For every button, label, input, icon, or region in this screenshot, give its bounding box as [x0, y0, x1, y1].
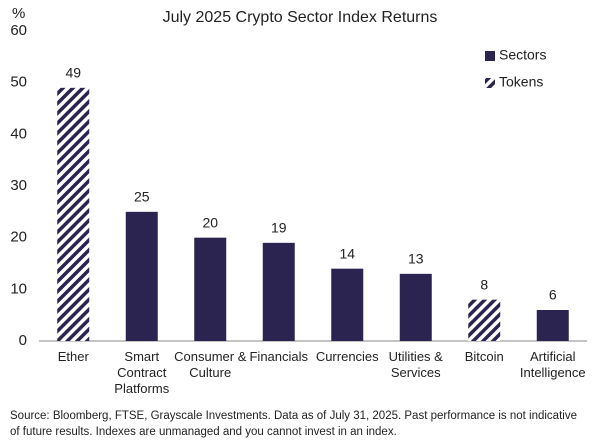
bar: [536, 310, 569, 341]
x-tick-label: Currencies: [315, 349, 379, 364]
data-label: 14: [339, 245, 355, 261]
y-tick-label: 50: [10, 74, 27, 91]
y-tick-label: 30: [10, 177, 27, 194]
x-tick-label: Consumer & Culture: [174, 349, 247, 380]
data-label: 20: [202, 214, 218, 230]
y-tick-label: 60: [10, 22, 27, 39]
legend-swatch: [485, 78, 495, 88]
data-label: 13: [408, 251, 424, 267]
chart-title: July 2025 Crypto Sector Index Returns: [163, 9, 438, 26]
bar: [57, 87, 90, 341]
y-tick-label: 0: [19, 332, 27, 349]
y-axis-label: %: [12, 5, 25, 22]
data-label: 25: [134, 189, 150, 205]
source-note: Source: Bloomberg, FTSE, Grayscale Inves…: [10, 410, 577, 422]
x-tick-label: Bitcoin: [464, 349, 504, 364]
legend-label: Tokens: [499, 74, 543, 90]
y-tick-label: 40: [10, 125, 27, 142]
bar: [468, 299, 501, 341]
x-tick-label: Utilities & Services: [388, 349, 443, 380]
bar: [262, 242, 295, 341]
bar: [331, 268, 364, 341]
legend-label: Sectors: [499, 47, 546, 63]
legend-swatch: [485, 51, 495, 61]
data-label: 19: [271, 220, 287, 236]
data-label: 49: [65, 65, 81, 81]
x-tick-label: Financials: [249, 349, 309, 364]
x-tick-label: Artificial Intelligence: [519, 349, 586, 380]
y-tick-label: 20: [10, 229, 27, 246]
bar: [399, 273, 432, 341]
data-label: 8: [480, 276, 488, 292]
bar: [194, 237, 227, 341]
x-tick-label: Ether: [57, 349, 89, 364]
data-label: 6: [549, 287, 557, 303]
y-tick-label: 10: [10, 280, 27, 297]
bar: [125, 211, 158, 341]
source-note: of future results. Indexes are unmanaged…: [10, 426, 397, 438]
x-tick-label: Smart Contract Platforms: [114, 349, 170, 396]
